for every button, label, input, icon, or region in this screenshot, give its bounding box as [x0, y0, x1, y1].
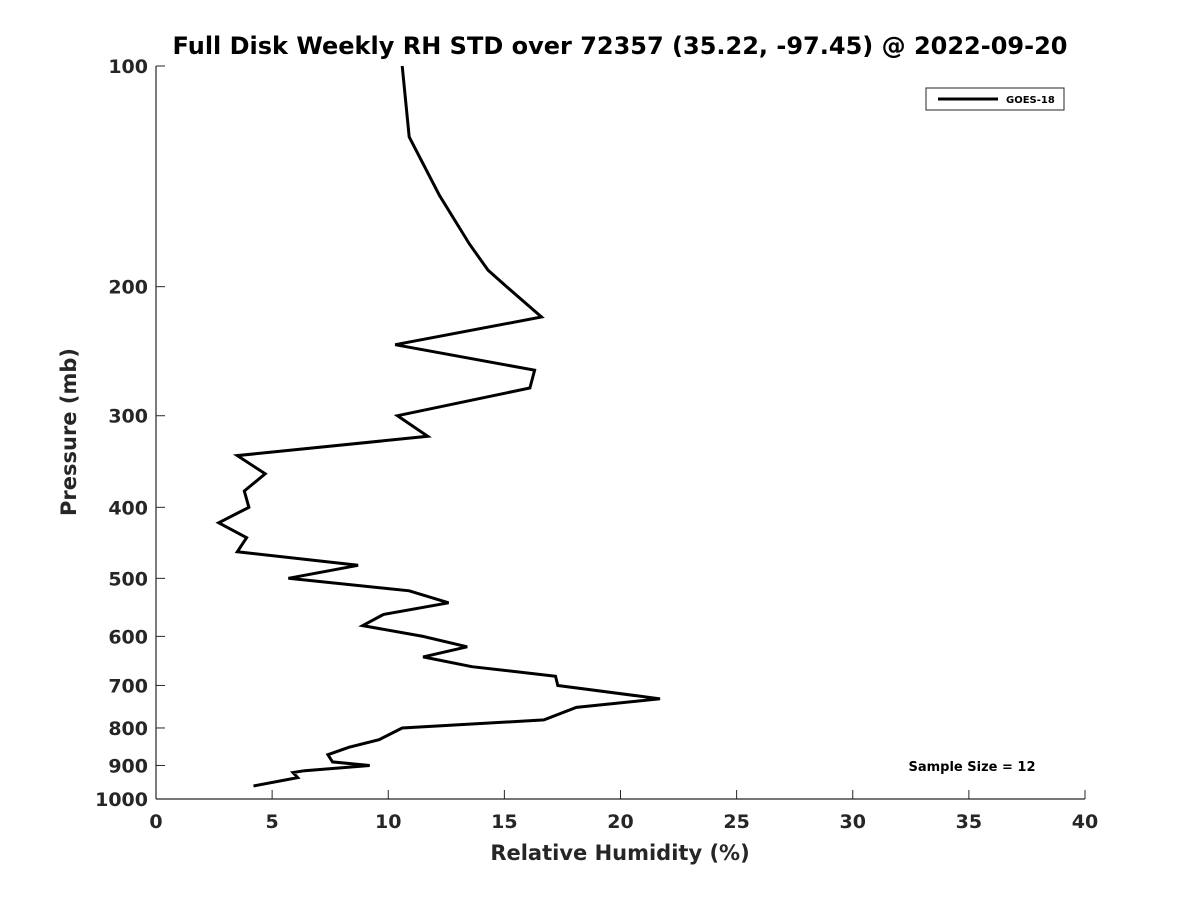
y-tick-label: 500 [108, 568, 148, 590]
y-tick-label: 400 [108, 497, 148, 519]
series-line-goes-18 [215, 65, 661, 788]
y-tick-label: 200 [108, 277, 148, 299]
y-tick-label: 800 [108, 718, 148, 740]
y-tick-label: 700 [108, 675, 148, 697]
y-tick-label: 100 [108, 56, 148, 78]
x-tick-label: 15 [491, 811, 517, 833]
x-tick-label: 30 [840, 811, 866, 833]
legend-entry-goes-18: GOES-18 [1006, 95, 1055, 106]
x-tick-label: 25 [723, 811, 749, 833]
x-axis-label: Relative Humidity (%) [490, 841, 749, 865]
x-tick-label: 35 [956, 811, 982, 833]
y-axis-label: Pressure (mb) [57, 348, 81, 516]
y-tick-label: 1000 [95, 789, 148, 811]
x-tick-label: 40 [1072, 811, 1098, 833]
sample-size-annotation: Sample Size = 12 [908, 760, 1035, 775]
chart-title: Full Disk Weekly RH STD over 72357 (35.2… [173, 32, 1068, 60]
series-group [215, 65, 661, 788]
plot-axes [155, 66, 1085, 800]
x-axis-ticks: 0 5 10 15 20 25 30 35 40 [149, 790, 1098, 833]
legend: GOES-18 [925, 87, 1065, 111]
x-tick-label: 20 [607, 811, 633, 833]
y-tick-label: 600 [108, 626, 148, 648]
y-tick-label: 900 [108, 755, 148, 777]
x-tick-label: 0 [149, 811, 162, 833]
x-tick-label: 10 [375, 811, 401, 833]
y-tick-label: 300 [108, 406, 148, 428]
y-axis-ticks: 100 200 300 400 500 600 700 800 900 1000 [95, 56, 165, 811]
x-tick-label: 5 [266, 811, 279, 833]
